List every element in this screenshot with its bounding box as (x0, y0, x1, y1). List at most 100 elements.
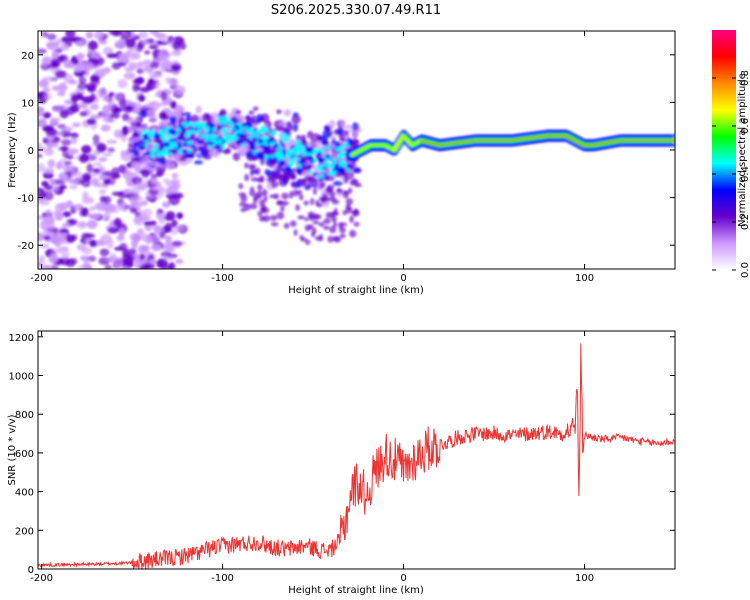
spectrogram-cell (203, 136, 212, 142)
spectrogram-cell (672, 139, 675, 142)
spectrogram-cell (131, 161, 141, 170)
spectrogram-cell (68, 184, 78, 190)
spectrogram-cell (47, 33, 57, 41)
spectrogram-cell (65, 106, 75, 116)
spectrogram-cell (312, 148, 319, 153)
spectrogram-cell (333, 221, 338, 228)
spectrogram-cell (114, 40, 121, 48)
spectrogram-cell (133, 156, 141, 163)
spectrogram-cell (159, 48, 168, 56)
spectrogram-cell (150, 134, 156, 140)
spectrogram-cell (71, 122, 81, 128)
spectrogram-cell (246, 127, 254, 133)
spectrogram-cell (92, 162, 103, 167)
spectrogram-cell (116, 234, 125, 242)
snr-y-axis-label: SNR (10 * v/v) (7, 414, 18, 485)
spectrogram-cell (59, 146, 69, 152)
spectrogram-cell (296, 168, 302, 175)
spectrogram-cell (198, 145, 204, 150)
spectrogram-cell (172, 192, 184, 199)
spectrogram-cell (307, 131, 314, 139)
spectrogram-cell (308, 170, 314, 174)
spectrogram-cell (115, 257, 124, 267)
spectrogram-cell (328, 120, 336, 129)
spectrogram-cell (104, 264, 113, 269)
spectrogram-cell (77, 82, 88, 90)
spectrogram-cell (345, 168, 350, 173)
spectrogram-cell (160, 91, 168, 101)
spectrogram-cell (64, 160, 73, 166)
spectrogram-cell (140, 200, 148, 206)
spectrogram-cell (86, 153, 98, 162)
spectrogram-cell (98, 189, 107, 195)
spectrogram-cell (343, 141, 349, 148)
spectrogram-cell (349, 229, 357, 238)
spectrogram-cell (149, 31, 160, 35)
spectrogram-cell (160, 128, 166, 133)
spectrogram-cell (144, 160, 154, 167)
spectrogram-cell (57, 90, 66, 97)
spectrogram-cell (65, 31, 76, 38)
spectrogram-cell (38, 215, 45, 220)
spectrogram-cell (322, 129, 333, 139)
spectrogram-cell (291, 115, 301, 124)
spectrogram-cell (328, 191, 336, 198)
spectrogram-cell (252, 196, 258, 204)
spectrogram-cell (42, 215, 55, 225)
spectrogram-cell (43, 235, 51, 241)
spectrogram-cell (70, 137, 78, 145)
spectrogram-cell (195, 131, 202, 135)
spectrogram-cell (190, 114, 200, 124)
spectrogram-cell (150, 73, 163, 79)
spectrogram-cell (336, 127, 345, 135)
spectrogram-cell (139, 169, 146, 175)
spectrogram-cell (60, 249, 70, 259)
spectrogram-cell (277, 151, 283, 157)
spectrogram-cell (63, 61, 75, 69)
spectrogram-cell (305, 239, 311, 245)
spectrogram-x-axis-label: Height of straight line (km) (288, 285, 424, 296)
spectrogram-cell (204, 127, 209, 133)
spectrogram-cell (79, 207, 86, 217)
spectrogram-cell (38, 48, 47, 54)
spectrogram-cell (262, 214, 271, 222)
spectrogram-cell (153, 134, 161, 139)
snr-panel: -200 -100 0 100 0 200 400 600 800 1000 1200 Heigh… (7, 330, 676, 596)
spectrogram-cell (42, 112, 52, 119)
spectrogram-cell (321, 193, 329, 201)
spectrogram-cell (139, 110, 147, 118)
spectrogram-cell (56, 55, 65, 61)
spectrogram-cell (109, 252, 117, 261)
spectrogram-cell (171, 49, 182, 57)
spectrogram-cell (345, 198, 354, 206)
colorbar: 0.0 0.2 0.4 0.6 0.8 Normalized spectral ampl… (712, 30, 750, 278)
spectrogram-cell (300, 237, 307, 242)
spectrogram-cell (258, 139, 264, 144)
spectrogram-cell (38, 233, 44, 242)
spectrogram-cell (70, 170, 83, 179)
spectrogram-cell (134, 215, 143, 224)
spectrogram-cell (329, 225, 337, 234)
snr-x-tick-label: 100 (575, 573, 594, 584)
spectrogram-cell (338, 166, 345, 173)
snr-y-tick-label: 1200 (9, 333, 34, 344)
spectrogram-cell (153, 143, 159, 147)
spectrogram-cell (78, 154, 89, 163)
spectrogram-cell (294, 140, 302, 146)
spectrogram-cell (206, 141, 215, 146)
spectrogram-cell (211, 127, 217, 132)
spectrogram-cell (143, 139, 150, 145)
spectrogram-cell (130, 200, 138, 206)
spectrogram-cell (185, 114, 192, 123)
spectrogram-cell (107, 238, 114, 249)
spectrogram-cell (118, 201, 127, 211)
spectrogram-cell (252, 155, 257, 161)
spectrogram-cell (240, 143, 246, 147)
spectrogram-cell (258, 175, 265, 183)
spectrogram-cell (170, 100, 177, 110)
spectrogram-cell (79, 110, 88, 117)
spectrogram-cell (257, 184, 263, 191)
spectrogram-cell (141, 208, 153, 217)
spectrogram-cell (41, 57, 52, 66)
